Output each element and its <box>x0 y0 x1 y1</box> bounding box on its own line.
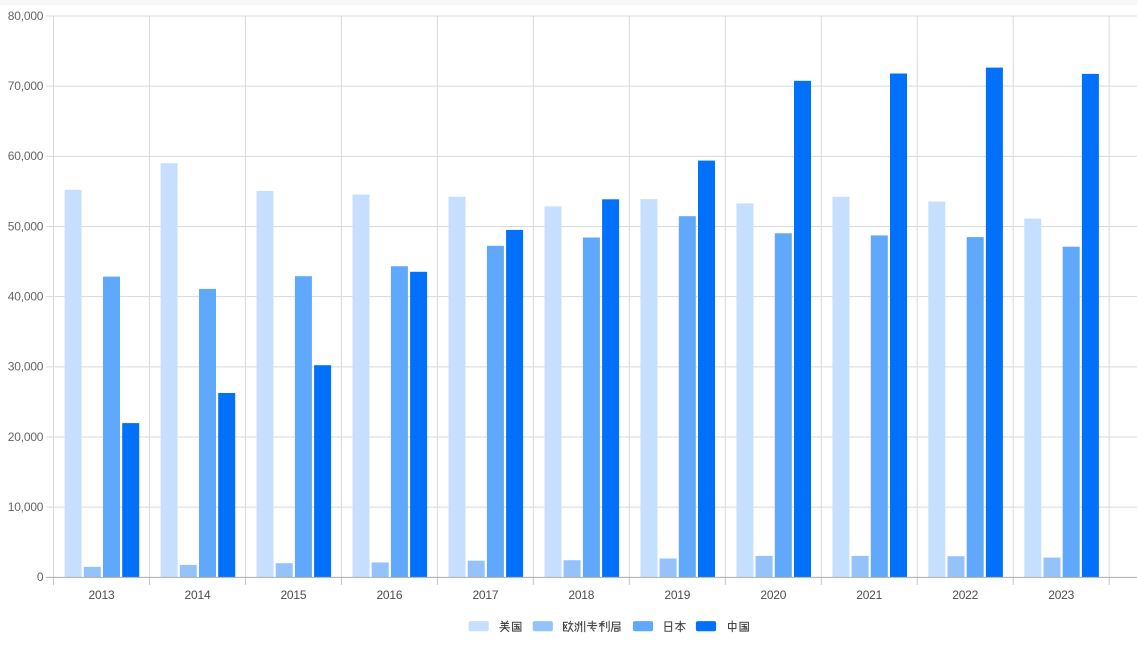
svg-text:80,000: 80,000 <box>8 9 44 23</box>
svg-text:2013: 2013 <box>89 588 115 602</box>
svg-text:60,000: 60,000 <box>8 149 44 163</box>
svg-text:2021: 2021 <box>856 588 882 602</box>
svg-text:30,000: 30,000 <box>8 360 44 374</box>
svg-text:2022: 2022 <box>952 588 978 602</box>
svg-text:0: 0 <box>37 570 44 584</box>
svg-text:2017: 2017 <box>472 588 498 602</box>
svg-text:70,000: 70,000 <box>8 79 44 93</box>
svg-text:10,000: 10,000 <box>8 500 44 514</box>
svg-text:2015: 2015 <box>280 588 306 602</box>
svg-text:2020: 2020 <box>760 588 786 602</box>
svg-text:40,000: 40,000 <box>8 290 44 304</box>
svg-text:2014: 2014 <box>185 588 211 602</box>
svg-text:2023: 2023 <box>1048 588 1074 602</box>
svg-text:2019: 2019 <box>664 588 690 602</box>
svg-text:50,000: 50,000 <box>8 219 44 233</box>
svg-text:20,000: 20,000 <box>8 430 44 444</box>
svg-text:2018: 2018 <box>568 588 594 602</box>
svg-text:2016: 2016 <box>376 588 402 602</box>
